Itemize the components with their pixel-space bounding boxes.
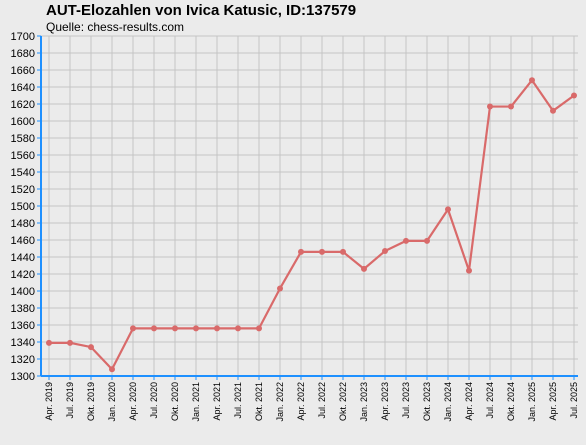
data-point [130, 325, 136, 332]
x-tick-label: Apr. 2024 [464, 382, 474, 421]
data-point [151, 325, 157, 332]
y-tick-label: 1560 [11, 150, 35, 162]
y-tick-label: 1580 [11, 133, 35, 145]
x-tick-label: Apr. 2022 [296, 382, 306, 421]
data-point [256, 325, 262, 332]
y-tick-label: 1700 [11, 31, 35, 43]
data-point [277, 285, 283, 292]
y-tick-label: 1540 [11, 167, 35, 179]
data-point [529, 77, 535, 84]
x-tick-label: Jul. 2024 [485, 382, 495, 419]
x-tick-label: Jul. 2019 [65, 382, 75, 419]
chart-subtitle: Quelle: chess-results.com [46, 20, 185, 34]
series-line [49, 79, 575, 371]
data-point [235, 325, 241, 332]
data-point [319, 248, 325, 255]
y-tick-label: 1500 [11, 201, 35, 213]
y-tick-label: 1660 [11, 65, 35, 77]
data-point [340, 248, 346, 255]
data-point [214, 325, 220, 332]
y-tick-label: 1460 [11, 235, 35, 247]
data-point [298, 248, 304, 255]
chart-title: AUT-Elozahlen von Ivica Katusic, ID:1375… [46, 2, 357, 19]
x-tick-label: Okt. 2020 [170, 382, 180, 421]
x-tick-label: Jan. 2023 [359, 382, 369, 422]
data-point [88, 344, 94, 351]
y-tick-label: 1340 [11, 337, 35, 349]
x-tick-label: Okt. 2022 [338, 382, 348, 421]
data-point [382, 248, 388, 255]
x-tick-label: Jan. 2020 [107, 382, 117, 422]
y-tick-label: 1620 [11, 99, 35, 111]
x-tick-label: Apr. 2023 [380, 382, 390, 421]
y-tick-label: 1320 [11, 354, 35, 366]
x-tick-label: Jul. 2020 [149, 382, 159, 419]
y-tick-label: 1400 [11, 286, 35, 298]
data-point [508, 103, 514, 110]
data-point [571, 92, 577, 99]
y-tick-label: 1440 [11, 252, 35, 264]
x-tick-label: Jan. 2024 [443, 382, 453, 422]
x-tick-label: Apr. 2020 [128, 382, 138, 421]
y-tick-label: 1380 [11, 303, 35, 315]
x-tick-label: Okt. 2019 [86, 382, 96, 421]
x-tick-label: Jan. 2022 [275, 382, 285, 422]
x-tick-label: Okt. 2023 [422, 382, 432, 421]
y-tick-label: 1480 [11, 218, 35, 230]
data-point [172, 325, 178, 332]
x-tick-label: Apr. 2019 [44, 382, 54, 421]
x-tick-label: Jan. 2025 [527, 382, 537, 422]
y-tick-label: 1520 [11, 184, 35, 196]
x-tick-label: Apr. 2021 [212, 382, 222, 421]
data-point [67, 339, 73, 346]
x-tick-label: Jul. 2025 [569, 382, 579, 419]
x-tick-label: Jul. 2021 [233, 382, 243, 419]
data-point [424, 237, 430, 244]
data-point [109, 366, 115, 373]
y-tick-label: 1360 [11, 320, 35, 332]
data-point [403, 237, 409, 244]
y-tick-label: 1680 [11, 48, 35, 60]
data-point [550, 107, 556, 114]
x-tick-label: Jul. 2022 [317, 382, 327, 419]
y-tick-label: 1300 [11, 371, 35, 383]
data-point [466, 267, 472, 274]
x-tick-label: Jan. 2021 [191, 382, 201, 422]
data-point [487, 103, 493, 110]
y-tick-label: 1640 [11, 82, 35, 94]
x-tick-label: Apr. 2025 [548, 382, 558, 421]
x-tick-label: Okt. 2021 [254, 382, 264, 421]
data-point [46, 339, 52, 346]
x-tick-label: Jul. 2023 [401, 382, 411, 419]
x-tick-label: Okt. 2024 [506, 382, 516, 421]
data-point [361, 265, 367, 272]
data-point [445, 206, 451, 213]
y-tick-label: 1420 [11, 269, 35, 281]
data-point [193, 325, 199, 332]
y-tick-label: 1600 [11, 116, 35, 128]
